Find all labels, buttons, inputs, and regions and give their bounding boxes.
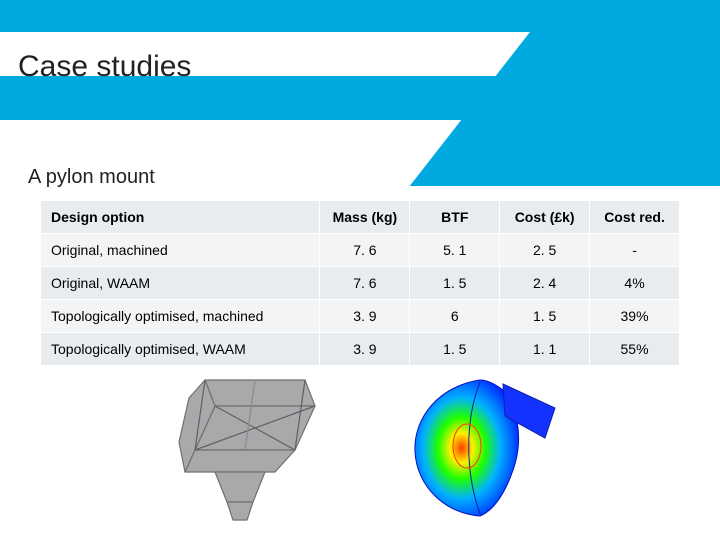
table-row: Topologically optimised, machined 3. 9 6… [41,300,680,333]
cell-option: Original, machined [41,234,320,267]
col-cost: Cost (£k) [500,201,590,234]
cell-btf: 1. 5 [410,333,500,366]
cell-btf: 5. 1 [410,234,500,267]
cell-cost: 1. 1 [500,333,590,366]
figure-row [0,362,720,532]
cell-option: Topologically optimised, machined [41,300,320,333]
comparison-table: Design option Mass (kg) BTF Cost (£k) Co… [40,200,680,366]
cell-mass: 7. 6 [320,234,410,267]
col-btf: BTF [410,201,500,234]
table-header-row: Design option Mass (kg) BTF Cost (£k) Co… [41,201,680,234]
cell-cost: 1. 5 [500,300,590,333]
cell-mass: 3. 9 [320,333,410,366]
cell-btf: 1. 5 [410,267,500,300]
cell-red: 4% [590,267,680,300]
cell-cost: 2. 5 [500,234,590,267]
col-mass: Mass (kg) [320,201,410,234]
cell-option: Topologically optimised, WAAM [41,333,320,366]
table-row: Original, machined 7. 6 5. 1 2. 5 - [41,234,680,267]
figure-pylon-mount-fea [395,372,565,522]
cell-option: Original, WAAM [41,267,320,300]
table-row: Topologically optimised, WAAM 3. 9 1. 5 … [41,333,680,366]
cell-mass: 3. 9 [320,300,410,333]
cell-red: 39% [590,300,680,333]
subtitle: A pylon mount [28,166,155,189]
table-row: Original, WAAM 7. 6 1. 5 2. 4 4% [41,267,680,300]
figure-pylon-mount-render [155,372,325,522]
cell-btf: 6 [410,300,500,333]
cell-red: - [590,234,680,267]
cell-mass: 7. 6 [320,267,410,300]
col-cost-red: Cost red. [590,201,680,234]
page-title: Case studies [18,50,191,84]
cell-red: 55% [590,333,680,366]
cell-cost: 2. 4 [500,267,590,300]
col-design-option: Design option [41,201,320,234]
